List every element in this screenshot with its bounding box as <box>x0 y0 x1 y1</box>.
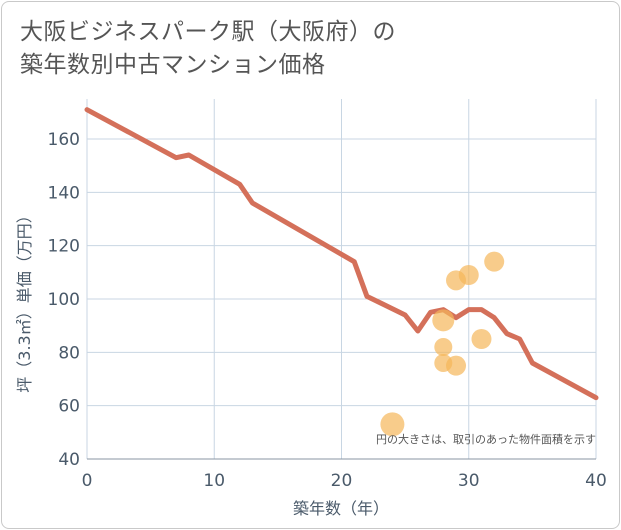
y-tick-label-60: 60 <box>58 397 80 417</box>
title-line-2: 築年数別中古マンション価格 <box>20 52 326 78</box>
y-tick-label-40: 40 <box>58 450 80 470</box>
bubble-point-8 <box>484 251 505 272</box>
bubble-layer <box>380 251 505 437</box>
bubble-point-2 <box>434 338 453 356</box>
x-tick-label-40: 40 <box>585 471 607 491</box>
y-tick-label-100: 100 <box>48 290 80 310</box>
y-tick-label-80: 80 <box>58 343 80 363</box>
x-tick-label-10: 10 <box>203 471 225 491</box>
trend-line <box>84 107 599 401</box>
x-tick-label-0: 0 <box>82 471 93 491</box>
y-tick-labels: 40 60 80 100 120 140 160 <box>48 130 80 470</box>
x-axis-title: 築年数（年） <box>293 499 389 518</box>
grid <box>86 99 597 459</box>
line-layer <box>84 107 599 401</box>
title-line-1: 大阪ビジネスパーク駅（大阪府）の <box>20 19 396 45</box>
bubble-point-0 <box>380 412 405 437</box>
y-tick-label-120: 120 <box>48 237 80 257</box>
y-tick-label-160: 160 <box>48 130 80 150</box>
y-axis-title: 坪（3.3㎡）単価（万円） <box>15 207 34 392</box>
x-tick-labels: 0 10 20 30 40 <box>82 471 607 491</box>
chart-title: 大阪ビジネスパーク駅（大阪府）の 築年数別中古マンション価格 <box>20 16 396 82</box>
bubble-point-4 <box>446 355 467 376</box>
y-tick-label-140: 140 <box>48 183 80 203</box>
bubble-point-1 <box>432 309 455 332</box>
bubble-size-note: 円の大きさは、取引のあった物件面積を示す <box>376 432 596 446</box>
x-tick-label-30: 30 <box>458 471 480 491</box>
bubble-point-7 <box>471 329 492 349</box>
x-tick-label-20: 20 <box>331 471 353 491</box>
bubble-point-6 <box>458 265 479 285</box>
